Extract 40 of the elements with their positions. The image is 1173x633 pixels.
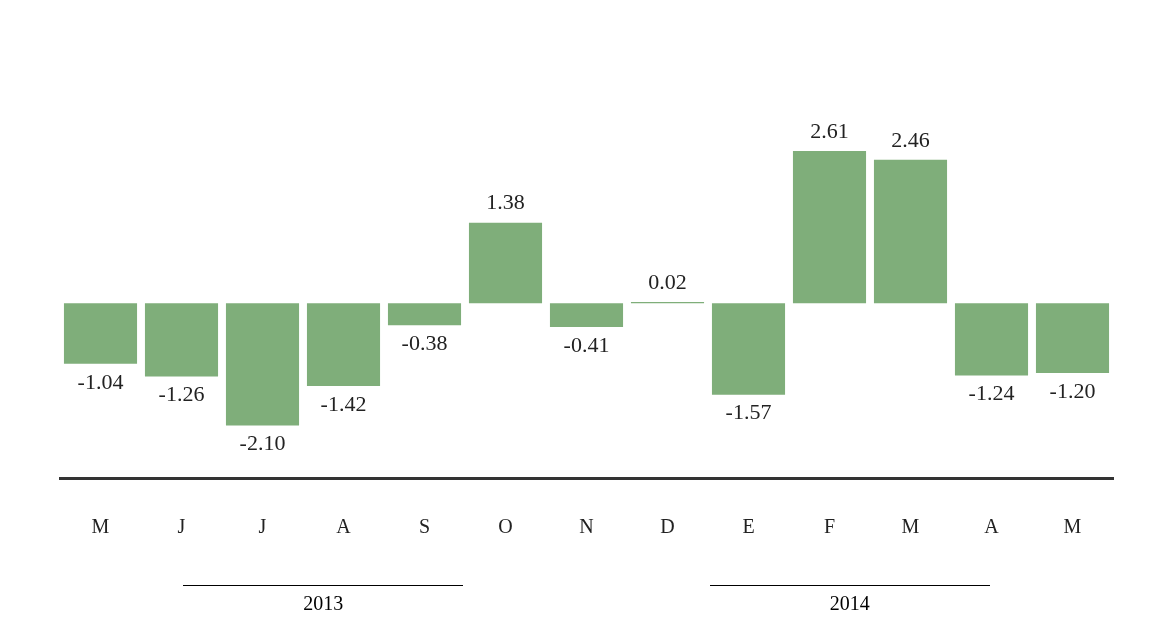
data-label: 2.61: [810, 117, 849, 143]
x-tick-label: M: [1063, 515, 1082, 538]
x-tick-label: J: [177, 515, 186, 538]
bar: [306, 303, 381, 386]
data-label: -2.10: [239, 430, 286, 456]
text: 2014: [709, 585, 990, 615]
data-label: -0.38: [401, 330, 448, 356]
x-tick-label: J: [258, 515, 267, 538]
bar: [387, 303, 462, 326]
data-label: 1.38: [486, 189, 525, 215]
data-label: -1.57: [725, 399, 772, 425]
x-tick-label: A: [336, 515, 352, 538]
x-tick-label: S: [418, 515, 431, 538]
bar: [225, 303, 300, 426]
bar: [468, 222, 543, 304]
data-label: -1.20: [1049, 377, 1096, 403]
bar: [144, 303, 219, 377]
x-tick-label: D: [660, 515, 675, 538]
data-label: 0.02: [648, 268, 687, 294]
bar: [549, 303, 624, 328]
x-tick-label: M: [91, 515, 110, 538]
data-label: 2.46: [891, 126, 930, 152]
x-tick-label: N: [579, 515, 594, 538]
x-tick-label: O: [498, 515, 513, 538]
bar: [711, 303, 786, 395]
bar: [873, 159, 948, 304]
bar: [954, 303, 1029, 376]
bar: [792, 151, 867, 304]
x-tick-label: M: [901, 515, 920, 538]
data-label: -0.41: [563, 331, 610, 357]
data-label: -1.26: [158, 381, 205, 407]
data-label: -1.04: [77, 368, 124, 394]
data-label: -1.42: [320, 390, 367, 416]
text: 2013: [183, 585, 464, 615]
x-tick-label: F: [823, 515, 836, 538]
x-tick-label: A: [984, 515, 1000, 538]
data-label: -1.24: [968, 380, 1015, 406]
bar: [1035, 303, 1110, 374]
x-tick-label: E: [742, 515, 755, 538]
bar: [63, 303, 138, 364]
